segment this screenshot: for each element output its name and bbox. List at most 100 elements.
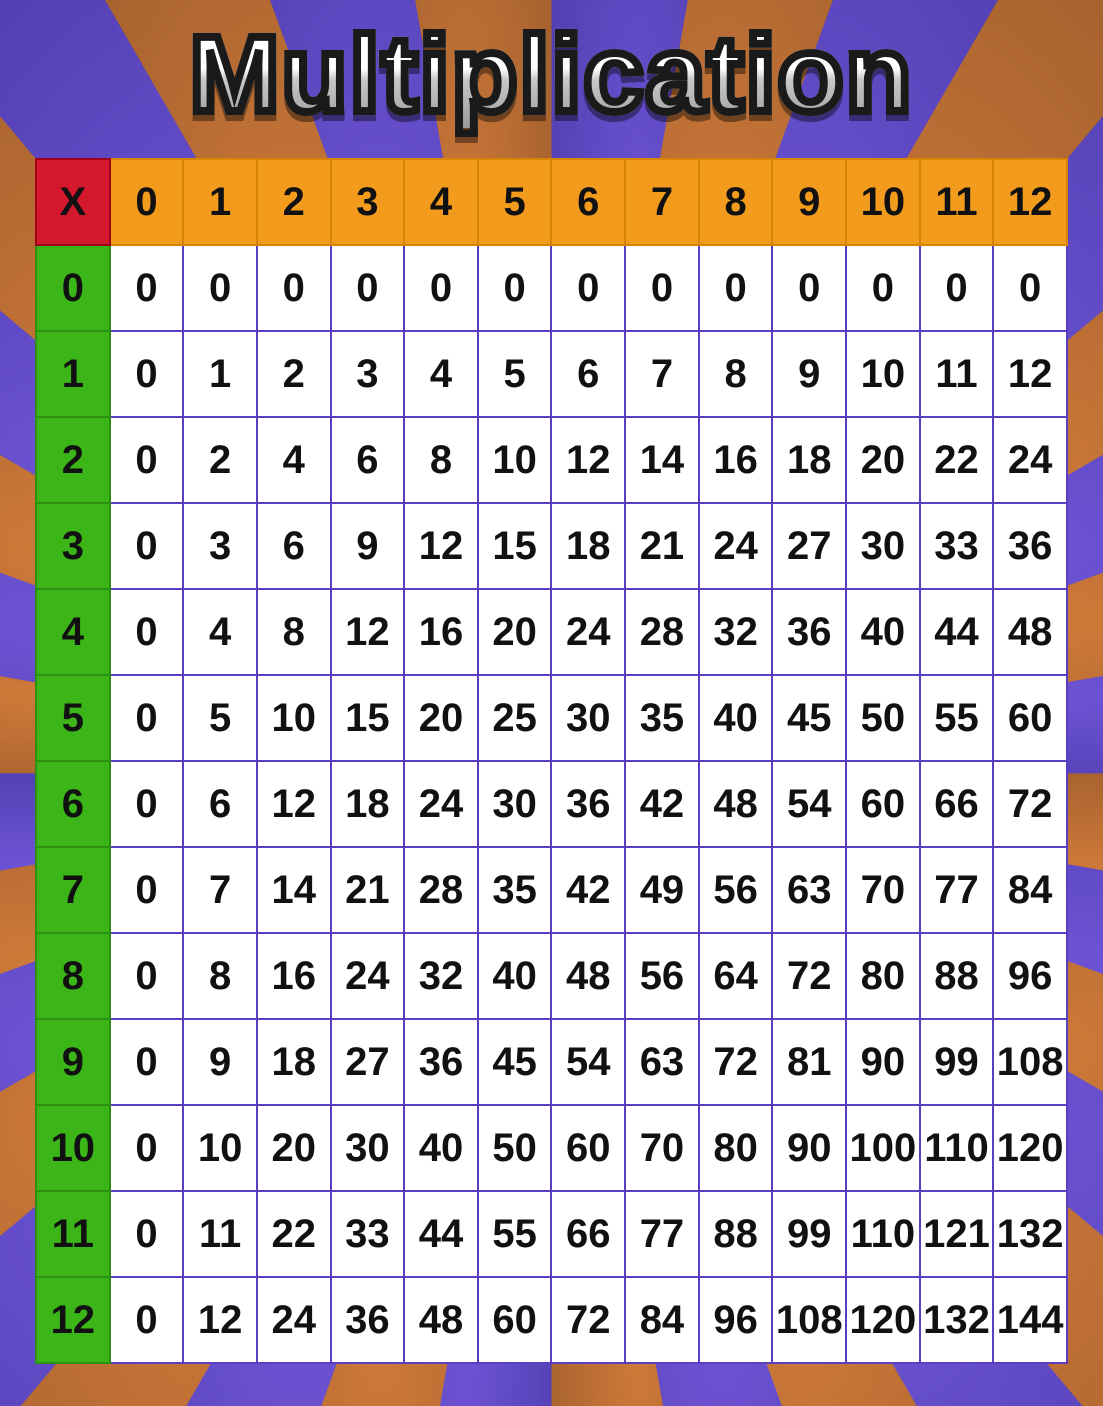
product-cell: 24 [404, 761, 478, 847]
product-cell: 33 [920, 503, 994, 589]
product-cell: 96 [699, 1277, 773, 1363]
product-cell: 20 [404, 675, 478, 761]
product-cell: 54 [772, 761, 846, 847]
product-cell: 2 [183, 417, 257, 503]
product-cell: 132 [920, 1277, 994, 1363]
column-header: 6 [551, 159, 625, 245]
product-cell: 48 [551, 933, 625, 1019]
product-cell: 8 [404, 417, 478, 503]
row-header: 3 [36, 503, 110, 589]
product-cell: 0 [551, 245, 625, 331]
product-cell: 28 [404, 847, 478, 933]
product-cell: 70 [625, 1105, 699, 1191]
product-cell: 40 [699, 675, 773, 761]
page-title: Multiplication [190, 20, 914, 128]
product-cell: 96 [993, 933, 1067, 1019]
product-cell: 28 [625, 589, 699, 675]
row-header: 7 [36, 847, 110, 933]
product-cell: 50 [846, 675, 920, 761]
product-cell: 40 [478, 933, 552, 1019]
product-cell: 5 [183, 675, 257, 761]
content: Multiplication X012345678910111200000000… [35, 20, 1068, 1364]
product-cell: 30 [331, 1105, 405, 1191]
product-cell: 48 [993, 589, 1067, 675]
row-header: 11 [36, 1191, 110, 1277]
product-cell: 24 [993, 417, 1067, 503]
product-cell: 44 [920, 589, 994, 675]
row-header: 12 [36, 1277, 110, 1363]
product-cell: 11 [920, 331, 994, 417]
product-cell: 16 [699, 417, 773, 503]
product-cell: 84 [993, 847, 1067, 933]
product-cell: 0 [110, 503, 184, 589]
product-cell: 0 [110, 847, 184, 933]
product-cell: 88 [920, 933, 994, 1019]
product-cell: 27 [772, 503, 846, 589]
product-cell: 36 [404, 1019, 478, 1105]
product-cell: 25 [478, 675, 552, 761]
multiplication-table: X012345678910111200000000000000101234567… [35, 158, 1068, 1364]
row-header: 1 [36, 331, 110, 417]
product-cell: 60 [478, 1277, 552, 1363]
product-cell: 6 [331, 417, 405, 503]
product-cell: 12 [331, 589, 405, 675]
product-cell: 64 [699, 933, 773, 1019]
product-cell: 15 [331, 675, 405, 761]
product-cell: 36 [993, 503, 1067, 589]
product-cell: 99 [772, 1191, 846, 1277]
product-cell: 72 [699, 1019, 773, 1105]
table-row: 10123456789101112 [36, 331, 1067, 417]
product-cell: 81 [772, 1019, 846, 1105]
product-cell: 32 [404, 933, 478, 1019]
product-cell: 11 [183, 1191, 257, 1277]
product-cell: 21 [331, 847, 405, 933]
product-cell: 3 [331, 331, 405, 417]
product-cell: 6 [257, 503, 331, 589]
product-cell: 21 [625, 503, 699, 589]
product-cell: 132 [993, 1191, 1067, 1277]
product-cell: 8 [699, 331, 773, 417]
product-cell: 10 [257, 675, 331, 761]
product-cell: 0 [110, 761, 184, 847]
product-cell: 4 [257, 417, 331, 503]
table-row: 00000000000000 [36, 245, 1067, 331]
product-cell: 24 [331, 933, 405, 1019]
product-cell: 90 [772, 1105, 846, 1191]
product-cell: 3 [183, 503, 257, 589]
product-cell: 8 [183, 933, 257, 1019]
product-cell: 0 [257, 245, 331, 331]
product-cell: 56 [699, 847, 773, 933]
product-cell: 0 [110, 933, 184, 1019]
product-cell: 144 [993, 1277, 1067, 1363]
product-cell: 18 [331, 761, 405, 847]
product-cell: 12 [183, 1277, 257, 1363]
product-cell: 48 [699, 761, 773, 847]
table-row: 404812162024283236404448 [36, 589, 1067, 675]
poster: Multiplication X012345678910111200000000… [0, 0, 1103, 1406]
column-header: 10 [846, 159, 920, 245]
product-cell: 49 [625, 847, 699, 933]
table-row: 1201224364860728496108120132144 [36, 1277, 1067, 1363]
product-cell: 108 [993, 1019, 1067, 1105]
product-cell: 20 [257, 1105, 331, 1191]
column-header: 1 [183, 159, 257, 245]
product-cell: 45 [478, 1019, 552, 1105]
product-cell: 9 [331, 503, 405, 589]
table-row: 30369121518212427303336 [36, 503, 1067, 589]
product-cell: 15 [478, 503, 552, 589]
product-cell: 0 [625, 245, 699, 331]
product-cell: 30 [551, 675, 625, 761]
row-header: 6 [36, 761, 110, 847]
product-cell: 110 [920, 1105, 994, 1191]
product-cell: 18 [257, 1019, 331, 1105]
product-cell: 72 [551, 1277, 625, 1363]
product-cell: 8 [257, 589, 331, 675]
product-cell: 36 [331, 1277, 405, 1363]
table-container: X012345678910111200000000000000101234567… [35, 158, 1068, 1364]
table-row: 100102030405060708090100110120 [36, 1105, 1067, 1191]
product-cell: 36 [772, 589, 846, 675]
product-cell: 0 [110, 675, 184, 761]
column-header: 11 [920, 159, 994, 245]
product-cell: 12 [993, 331, 1067, 417]
product-cell: 6 [183, 761, 257, 847]
